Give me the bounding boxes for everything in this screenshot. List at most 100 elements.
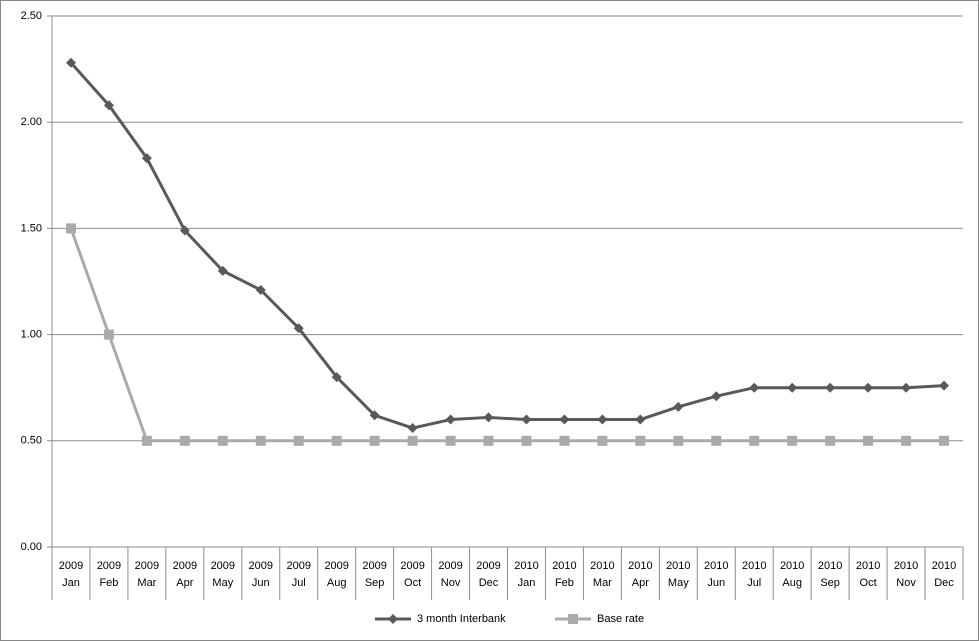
data-point [901, 382, 912, 393]
y-tick-label: 2.50 [21, 10, 42, 22]
x-tick-label: 2009 [286, 560, 310, 572]
data-point [521, 435, 532, 446]
data-point [293, 323, 304, 334]
x-tick-label: Dec [479, 577, 499, 589]
x-tick-label: Aug [327, 577, 347, 589]
x-tick-label: Feb [555, 577, 574, 589]
x-tick-label: Apr [632, 577, 649, 589]
data-point [331, 435, 342, 446]
data-point [597, 435, 608, 446]
data-point [103, 329, 114, 340]
x-tick-label: 2009 [324, 560, 348, 572]
x-tick-label: Jul [747, 577, 761, 589]
x-tick-label: Mar [593, 577, 612, 589]
data-point [635, 414, 646, 425]
data-point [141, 435, 152, 446]
data-point [901, 435, 912, 446]
x-tick-label: 2009 [173, 560, 197, 572]
data-point [293, 435, 304, 446]
x-tick-label: 2009 [400, 560, 424, 572]
x-tick-label: 2009 [476, 560, 500, 572]
data-point [787, 435, 798, 446]
x-tick-label: 2009 [97, 560, 121, 572]
data-point [483, 435, 494, 446]
x-tick-label: Jun [707, 577, 725, 589]
data-point [445, 435, 456, 446]
x-tick-label: 2010 [628, 560, 652, 572]
data-point [749, 382, 760, 393]
data-point [787, 382, 798, 393]
x-tick-label: Nov [441, 577, 461, 589]
series-line [69, 227, 945, 443]
data-point [559, 435, 570, 446]
x-tick-label: May [668, 577, 689, 589]
x-tick-label: 2009 [59, 560, 83, 572]
data-point [711, 435, 722, 446]
x-tick-label: 2010 [742, 560, 766, 572]
data-point [407, 435, 418, 446]
y-tick-label: 2.00 [21, 116, 42, 128]
data-point [369, 410, 380, 421]
legend-label: 3 month Interbank [417, 613, 506, 625]
x-tick-label: Dec [934, 577, 954, 589]
data-point [635, 435, 646, 446]
x-tick-label: 2009 [135, 560, 159, 572]
x-tick-label: Jul [292, 577, 306, 589]
data-point [521, 414, 532, 425]
x-tick-label: Nov [896, 577, 916, 589]
x-tick-label: 2009 [438, 560, 462, 572]
data-point [445, 414, 456, 425]
data-point [65, 223, 76, 234]
x-tick-label: 2010 [856, 560, 880, 572]
x-tick-label: Feb [99, 577, 118, 589]
x-tick-label: 2010 [818, 560, 842, 572]
x-tick-label: Mar [137, 577, 156, 589]
data-point [863, 382, 874, 393]
x-tick-label: 2010 [552, 560, 576, 572]
y-tick-label: 0.50 [21, 435, 42, 447]
x-tick-label: 2010 [514, 560, 538, 572]
data-point [255, 435, 266, 446]
x-tick-label: 2010 [780, 560, 804, 572]
data-point [483, 412, 494, 423]
x-tick-label: 2009 [249, 560, 273, 572]
x-tick-label: May [212, 577, 233, 589]
data-point [331, 372, 342, 383]
y-tick-label: 1.50 [21, 222, 42, 234]
data-point [559, 414, 570, 425]
legend-label: Base rate [597, 613, 644, 625]
x-tick-label: 2010 [666, 560, 690, 572]
data-point [179, 225, 190, 236]
data-point [179, 435, 190, 446]
data-point [673, 401, 684, 412]
x-tick-label: 2010 [894, 560, 918, 572]
data-point [103, 100, 114, 111]
data-point [407, 423, 418, 434]
y-tick-label: 1.00 [21, 329, 42, 341]
data-point [939, 380, 950, 391]
x-tick-label: Apr [176, 577, 193, 589]
x-tick-label: Jan [62, 577, 80, 589]
x-tick-label: 2010 [704, 560, 728, 572]
data-point [255, 284, 266, 295]
legend-marker [388, 614, 398, 624]
x-tick-label: Aug [782, 577, 802, 589]
data-point [217, 265, 228, 276]
data-point [369, 435, 380, 446]
y-tick-label: 0.00 [21, 541, 42, 553]
x-tick-label: 2010 [932, 560, 956, 572]
data-point [597, 414, 608, 425]
data-point [673, 435, 684, 446]
data-point [711, 391, 722, 402]
x-tick-label: 2009 [362, 560, 386, 572]
legend-marker [568, 614, 578, 624]
data-point [863, 435, 874, 446]
data-point [217, 435, 228, 446]
x-tick-label: Jan [518, 577, 536, 589]
x-tick-label: Oct [860, 577, 877, 589]
x-tick-label: Jun [252, 577, 270, 589]
x-tick-label: 2009 [211, 560, 235, 572]
data-point [939, 435, 950, 446]
data-point [825, 382, 836, 393]
